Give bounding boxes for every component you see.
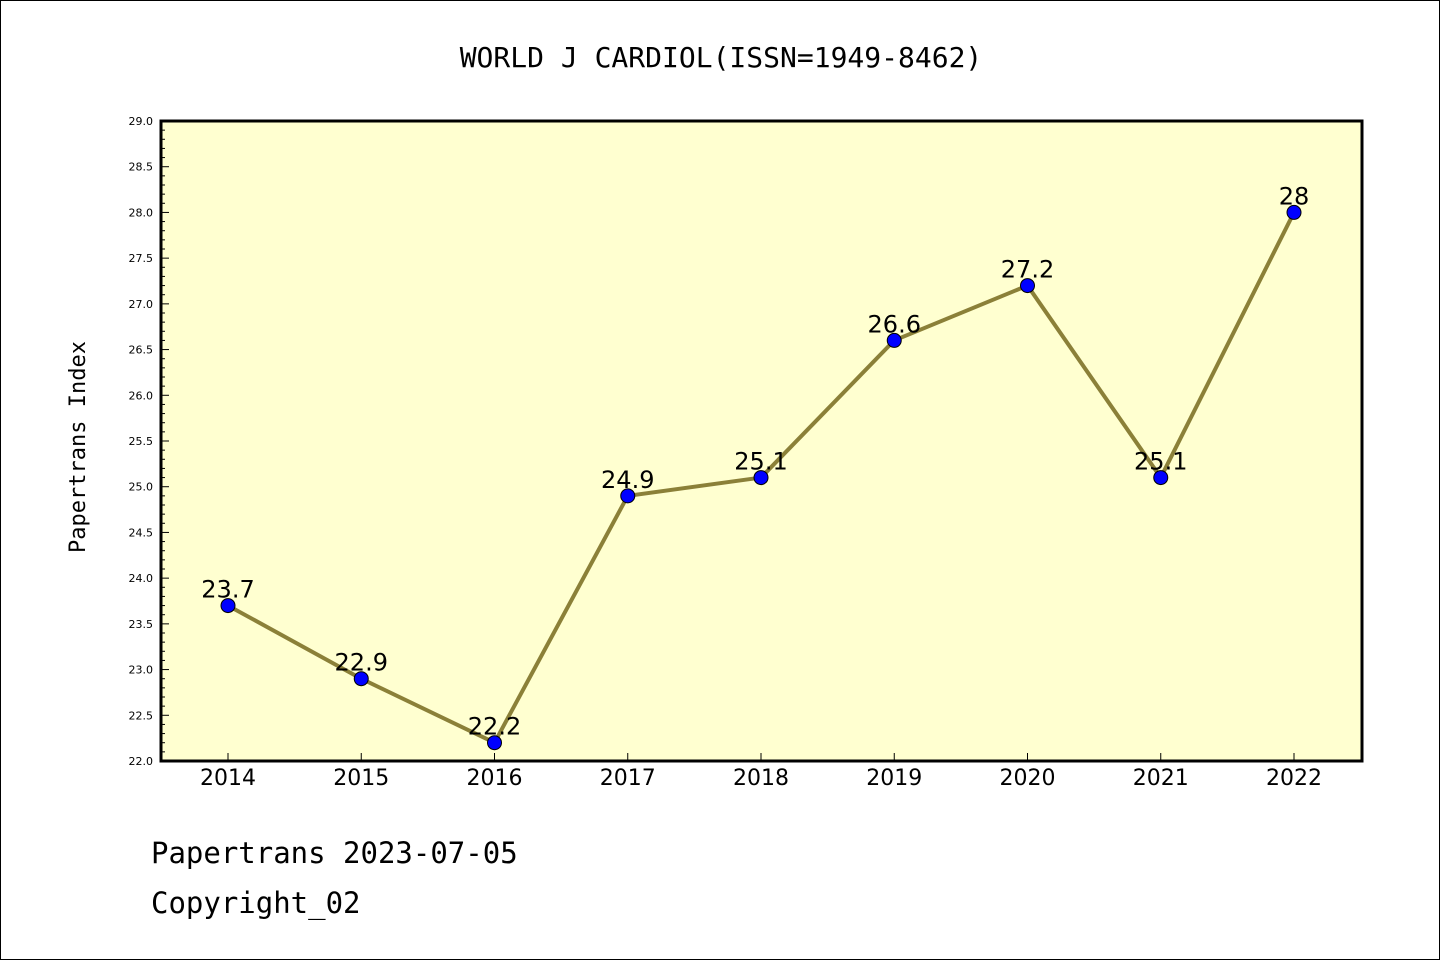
data-labels: 23.7 22.9 22.2 24.9 25.1 26.6 27.2 25.1 28 bbox=[201, 182, 1309, 740]
data-label: 28 bbox=[1279, 182, 1310, 210]
y-tick-label: 26.5 bbox=[129, 344, 154, 357]
y-tick-label: 23.0 bbox=[129, 664, 154, 677]
y-tick-label: 28.5 bbox=[129, 161, 154, 174]
data-point bbox=[1153, 470, 1169, 486]
x-tick-label: 2020 bbox=[1000, 766, 1056, 791]
x-tick-label: 2015 bbox=[333, 766, 389, 791]
data-label: 23.7 bbox=[201, 576, 254, 604]
x-tick-label: 2021 bbox=[1133, 766, 1189, 791]
chart-title: WORLD J CARDIOL(ISSN=1949-8462) bbox=[460, 41, 983, 74]
data-point bbox=[753, 470, 769, 486]
y-tick-label: 22.5 bbox=[129, 709, 154, 722]
data-label: 24.9 bbox=[601, 466, 654, 494]
footer-date: Papertrans 2023-07-05 bbox=[151, 836, 518, 870]
y-tick-label: 25.0 bbox=[129, 481, 154, 494]
data-point bbox=[886, 332, 902, 348]
data-point bbox=[1020, 278, 1035, 294]
y-tick-label: 25.5 bbox=[129, 435, 154, 448]
data-label: 27.2 bbox=[1001, 256, 1054, 284]
plot-area bbox=[159, 119, 1364, 763]
y-tick-label: 28.0 bbox=[129, 206, 154, 219]
data-label: 22.9 bbox=[335, 649, 388, 677]
y-tick-label: 29.0 bbox=[129, 115, 154, 128]
y-tick-label: 27.5 bbox=[129, 252, 154, 265]
y-tick-label: 26.0 bbox=[129, 389, 154, 402]
y-axis-label: Papertrans Index bbox=[66, 341, 91, 553]
data-point bbox=[620, 488, 636, 504]
data-label: 25.1 bbox=[734, 448, 787, 476]
x-tick-label: 2018 bbox=[733, 766, 789, 791]
x-axis: 2014 2015 2016 2017 2018 2019 2020 2021 2022 bbox=[200, 753, 1322, 791]
x-tick-label: 2019 bbox=[866, 766, 922, 791]
data-label: 25.1 bbox=[1134, 448, 1187, 476]
footer-copyright: Copyright_02 bbox=[151, 886, 361, 920]
series-line bbox=[220, 204, 1302, 751]
y-tick-label: 24.5 bbox=[129, 526, 154, 539]
y-tick-label: 24.0 bbox=[129, 572, 154, 585]
y-tick-label: 27.0 bbox=[129, 298, 154, 311]
data-point bbox=[487, 735, 502, 751]
data-point bbox=[1286, 204, 1302, 220]
data-label: 22.2 bbox=[468, 713, 521, 741]
x-tick-label: 2016 bbox=[467, 766, 523, 791]
y-tick-label: 23.5 bbox=[129, 618, 154, 631]
y-tick-label: 22.0 bbox=[129, 755, 154, 768]
data-label: 26.6 bbox=[868, 310, 921, 338]
data-point bbox=[353, 671, 369, 687]
y-axis: 22.0 22.5 23.0 23.5 24.0 24.5 25.0 25.5 26.0 26.5… bbox=[129, 115, 169, 768]
x-tick-label: 2014 bbox=[200, 766, 256, 791]
x-tick-label: 2017 bbox=[600, 766, 656, 791]
data-point bbox=[220, 598, 236, 614]
x-tick-label: 2022 bbox=[1266, 766, 1322, 791]
